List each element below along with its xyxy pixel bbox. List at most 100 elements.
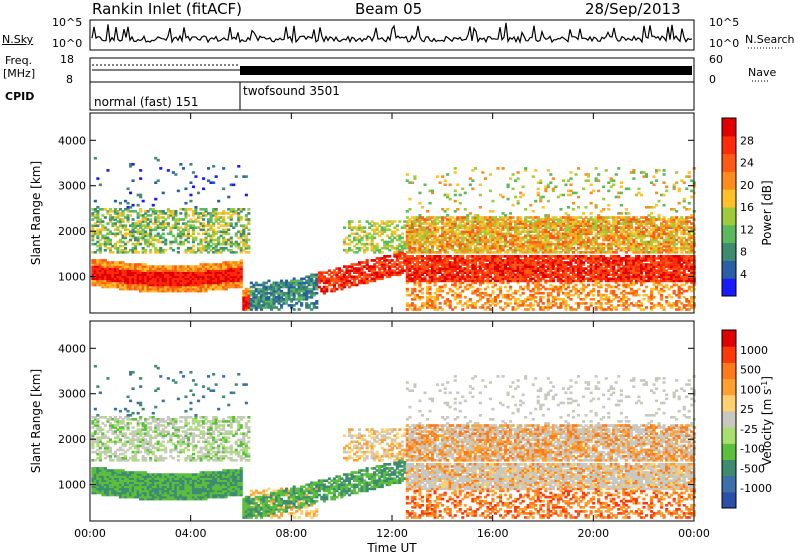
power-cell — [242, 232, 246, 236]
power-cell — [388, 259, 392, 262]
power-cell — [108, 279, 112, 283]
power-cell — [312, 279, 316, 283]
power-cell — [169, 289, 173, 293]
power-cell — [264, 300, 268, 303]
power-cell — [410, 242, 414, 246]
power-cell — [408, 261, 412, 264]
power-cell — [242, 304, 246, 307]
power-cell — [202, 222, 206, 225]
power-cell — [426, 251, 430, 254]
power-cell — [91, 242, 95, 246]
power-cell — [179, 242, 183, 246]
power-cell — [91, 283, 95, 287]
power-cell — [420, 263, 424, 266]
power-cell — [207, 273, 211, 277]
power-cell — [290, 287, 294, 291]
power-cell — [156, 275, 160, 279]
power-cell — [247, 232, 251, 236]
power-cell — [405, 234, 409, 238]
power-cell — [179, 279, 183, 283]
power-cell — [506, 183, 510, 187]
power-cell — [390, 238, 394, 242]
power-cell — [116, 240, 120, 244]
power-cell — [214, 230, 218, 234]
power-cell — [159, 240, 163, 244]
power-cell — [116, 251, 120, 254]
power-cell — [209, 216, 213, 219]
power-cell — [234, 222, 238, 225]
power-cell — [146, 265, 150, 268]
power-cell — [191, 251, 195, 254]
power-cell — [499, 300, 503, 303]
power-cell — [131, 283, 135, 287]
power-cell — [317, 285, 321, 289]
power-cell — [118, 277, 122, 281]
power-cell — [169, 265, 173, 268]
power-cell — [405, 277, 409, 281]
power-cell — [418, 289, 422, 293]
power-cell — [239, 279, 243, 283]
power-cell — [295, 287, 299, 291]
power-cell — [232, 251, 236, 254]
power-cell — [118, 275, 122, 279]
power-cell — [227, 248, 231, 252]
power-cell — [438, 302, 442, 305]
power-cell — [103, 273, 107, 277]
power-cell — [244, 304, 248, 307]
power-cell — [174, 224, 178, 227]
power-cell — [214, 267, 218, 270]
power-cell — [413, 224, 417, 227]
power-cell — [118, 222, 122, 225]
power-cell — [345, 251, 349, 254]
power-cell — [390, 265, 394, 268]
power-cell — [408, 244, 412, 248]
power-cell — [181, 230, 185, 234]
power-cell — [244, 246, 248, 250]
power-cell — [408, 265, 412, 268]
power-cell — [181, 167, 185, 170]
power-cell — [93, 199, 97, 203]
power-cell — [305, 291, 309, 295]
power-cell — [350, 228, 354, 232]
power-cell — [531, 308, 535, 311]
power-cell — [202, 238, 206, 242]
power-cell — [91, 251, 95, 254]
power-cell — [191, 244, 195, 248]
power-cell — [249, 308, 253, 311]
power-cell — [420, 271, 424, 274]
power-cell — [222, 240, 226, 244]
power-cell — [280, 306, 284, 309]
power-cell — [405, 271, 409, 274]
power-cell — [169, 275, 173, 279]
power-cell — [252, 306, 256, 309]
power-cell — [305, 306, 309, 309]
power-cell — [405, 273, 409, 277]
power-cell — [244, 302, 248, 305]
power-cell — [202, 281, 206, 285]
power-cell — [189, 277, 193, 281]
power-cell — [96, 275, 100, 279]
power-cell — [209, 248, 213, 252]
power-cell — [393, 269, 397, 272]
power-cell — [139, 195, 143, 199]
power-cell — [262, 302, 266, 305]
power-cell — [247, 296, 251, 299]
power-cell — [458, 201, 462, 205]
power-cell — [380, 226, 384, 229]
power-cell — [340, 283, 344, 287]
power-cell — [486, 285, 490, 289]
power-cell — [229, 267, 233, 270]
power-cell — [405, 259, 409, 262]
power-cell — [116, 281, 120, 285]
power-cell — [222, 267, 226, 270]
power-cell — [415, 273, 419, 277]
power-cell — [237, 165, 241, 168]
power-cell — [418, 246, 422, 250]
power-cell — [363, 226, 367, 229]
power-cell — [204, 238, 208, 242]
power-cell — [139, 287, 143, 291]
power-cell — [144, 218, 148, 221]
power-cell — [186, 283, 190, 287]
power-cell — [207, 240, 211, 244]
power-cell — [420, 244, 424, 248]
